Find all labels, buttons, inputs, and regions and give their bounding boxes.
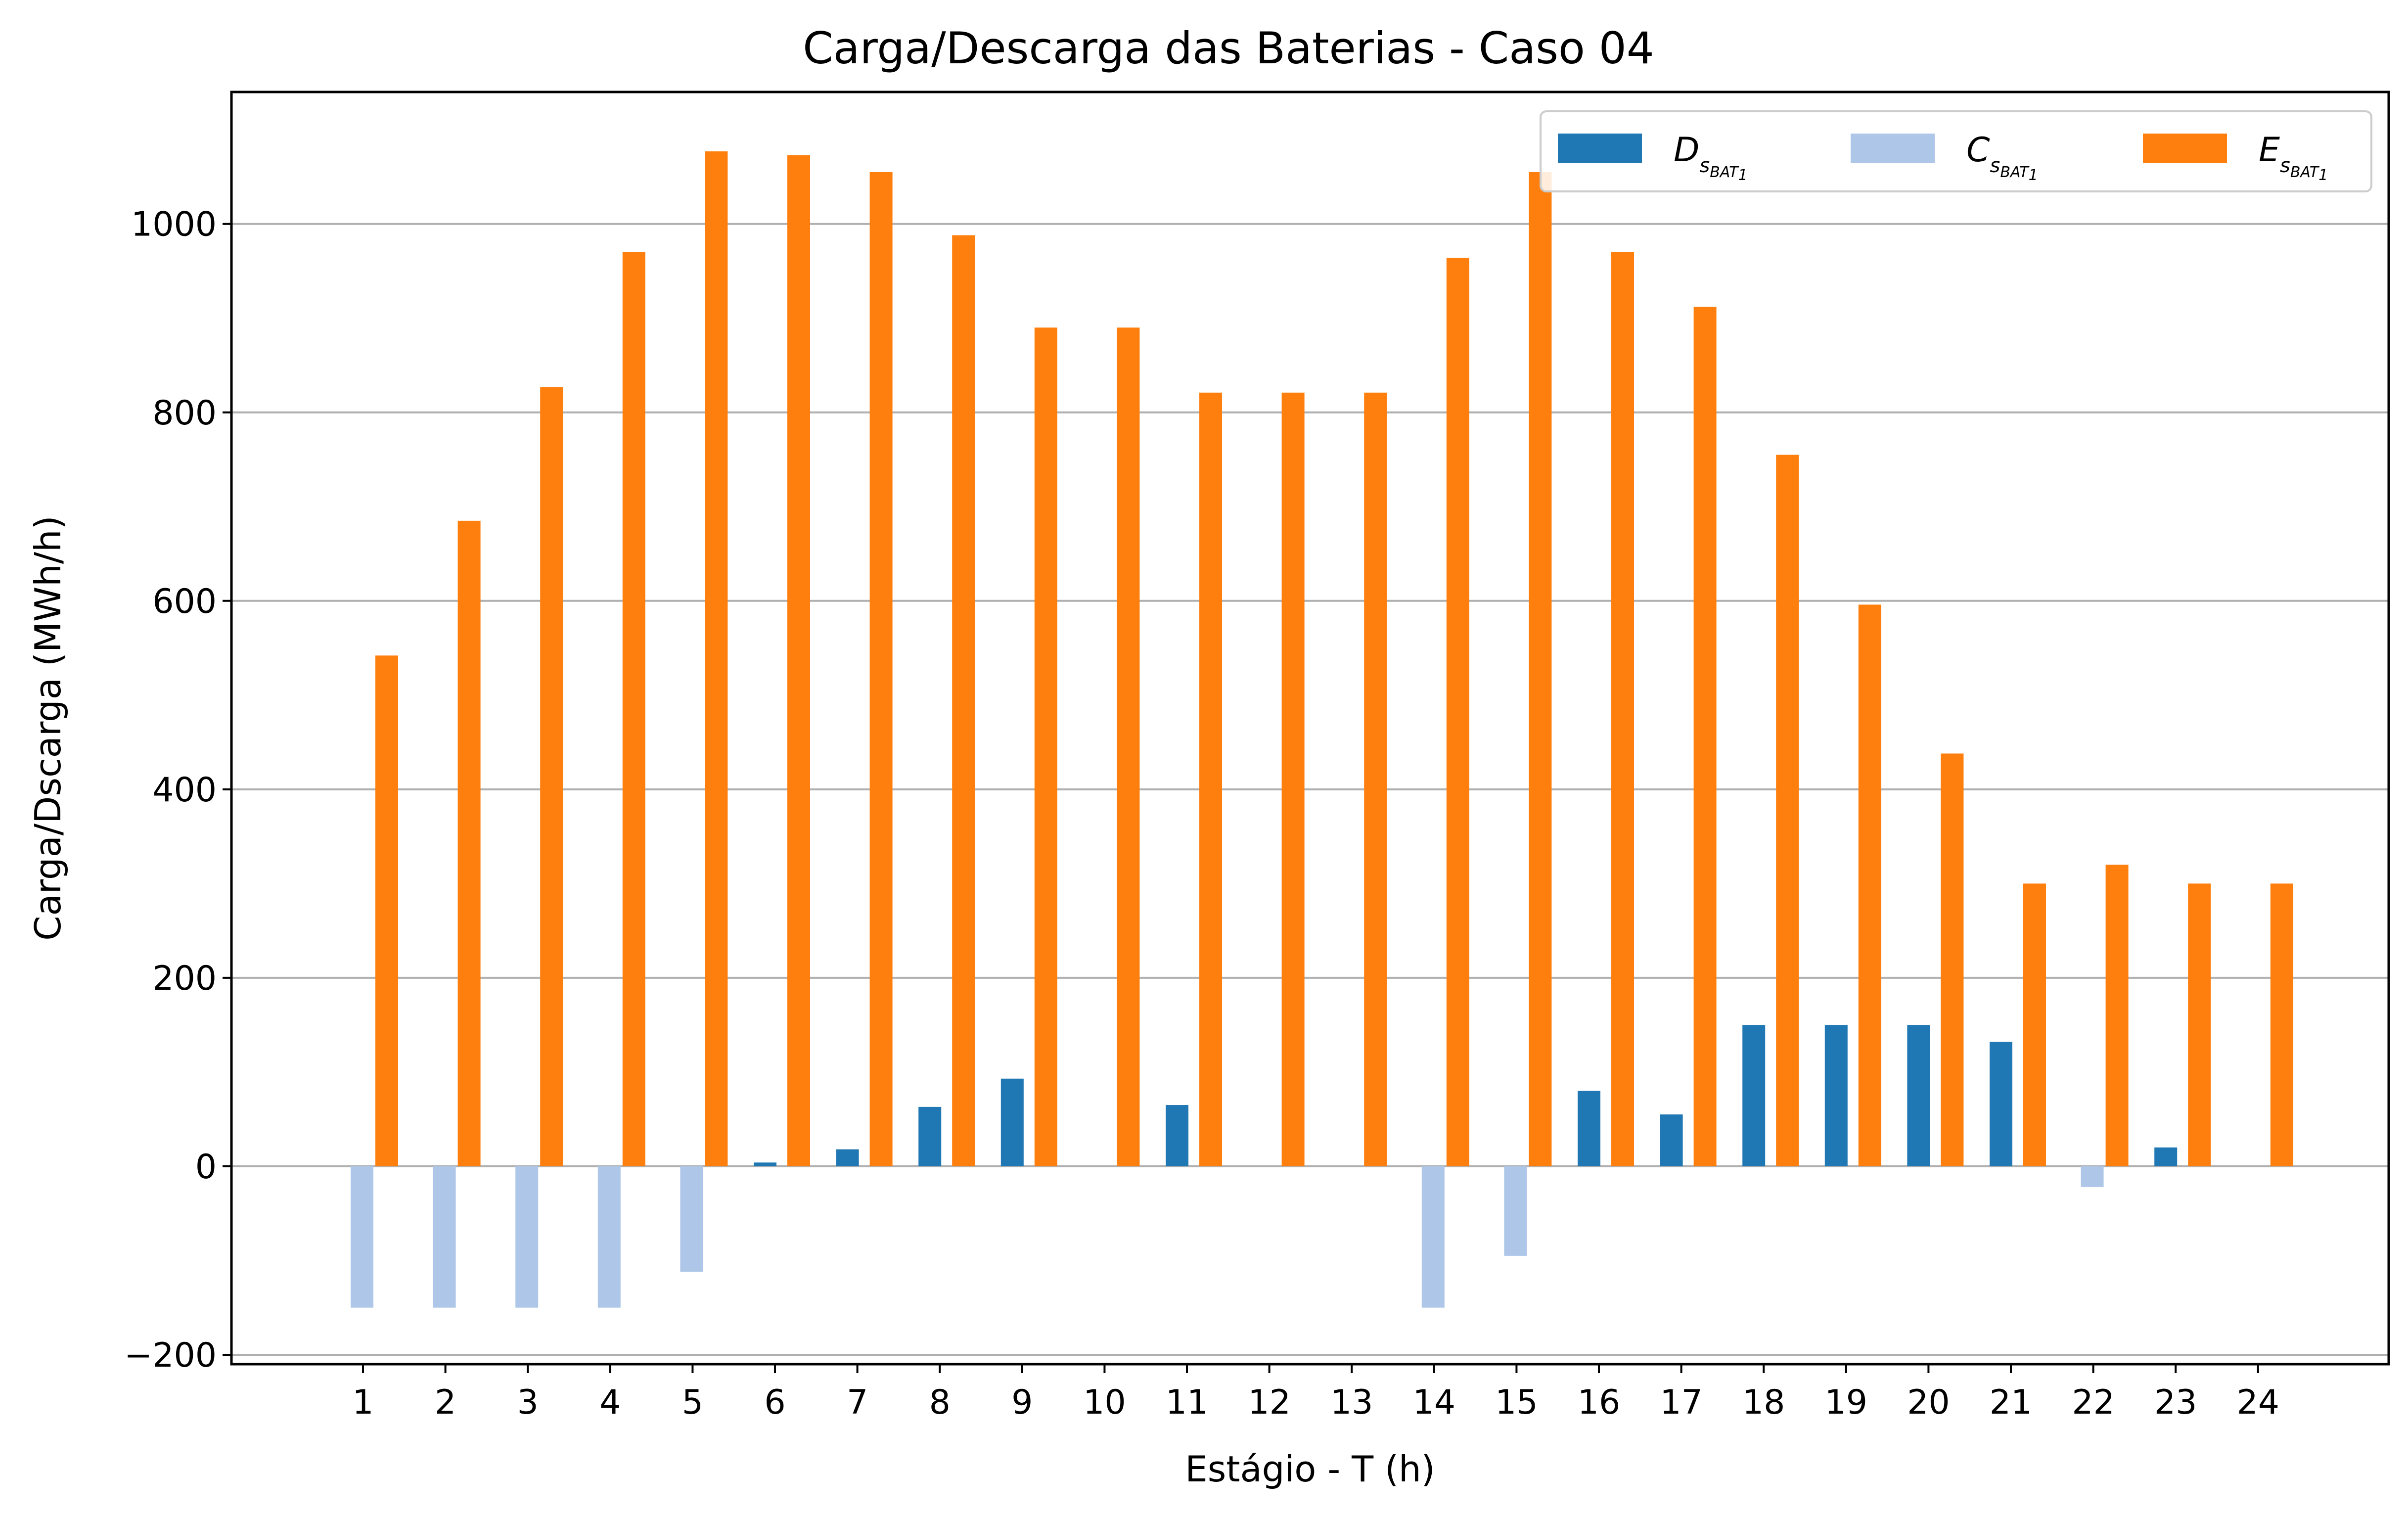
chart-title: Carga/Descarga das Baterias - Caso 04: [803, 23, 1654, 74]
bar-e-1: [375, 655, 398, 1166]
bar-e-14: [1446, 258, 1469, 1166]
x-tick-label: 3: [517, 1383, 539, 1422]
bar-c-4: [597, 1166, 621, 1308]
x-tick-label: 20: [1907, 1383, 1950, 1422]
legend-box: [1540, 110, 2372, 192]
bar-e-16: [1611, 252, 1634, 1166]
bar-c-22: [2081, 1166, 2104, 1187]
bar-e-3: [540, 387, 563, 1166]
x-tick-label: 17: [1660, 1383, 1703, 1422]
x-tick-label: 4: [599, 1383, 621, 1422]
gridlines: [231, 223, 2389, 1356]
x-tick-label: 13: [1330, 1383, 1373, 1422]
x-tick-label: 24: [2237, 1383, 2280, 1422]
bar-e-10: [1117, 327, 1140, 1166]
x-tick-label: 22: [2072, 1383, 2115, 1422]
x-tick-label: 1: [352, 1383, 373, 1422]
y-tick-label: 1000: [131, 205, 217, 244]
bar-e-24: [2270, 883, 2293, 1166]
x-tick-label: 12: [1248, 1383, 1291, 1422]
x-tick-label: 9: [1011, 1383, 1033, 1422]
y-axis-label: Carga/Dscarga (MWh/h): [27, 515, 69, 941]
bar-c-14: [1421, 1166, 1445, 1308]
x-tick-label: 23: [2154, 1383, 2197, 1422]
bar-d-9: [1000, 1078, 1024, 1166]
x-tick-label: 16: [1578, 1383, 1621, 1422]
bar-e-5: [705, 151, 728, 1166]
legend: DsBAT1 CsBAT1 EsBAT1: [1540, 110, 2372, 192]
x-tick-label: 11: [1166, 1383, 1209, 1422]
bar-d-6: [754, 1162, 776, 1166]
bar-d-11: [1166, 1105, 1188, 1166]
x-axis-label: Estágio - T (h): [1185, 1448, 1435, 1490]
bar-e-18: [1776, 455, 1799, 1166]
bar-e-13: [1364, 392, 1387, 1166]
x-tick-label: 14: [1413, 1383, 1456, 1422]
x-tick-label: 18: [1742, 1383, 1785, 1422]
bar-e-7: [869, 172, 893, 1166]
bar-c-3: [515, 1166, 539, 1308]
x-tick-label: 5: [682, 1383, 703, 1422]
bar-c-15: [1504, 1166, 1527, 1256]
bar-d-17: [1660, 1114, 1683, 1166]
bar-e-23: [2188, 883, 2211, 1166]
bar-e-2: [457, 520, 481, 1166]
bar-e-6: [787, 155, 810, 1166]
bar-e-22: [2105, 865, 2129, 1166]
legend-label: DsBAT1: [1674, 131, 1748, 184]
bar-e-17: [1693, 307, 1717, 1166]
bar-d-20: [1907, 1025, 1930, 1166]
bar-c-5: [680, 1166, 703, 1272]
bar-e-8: [952, 235, 975, 1166]
bar-c-1: [351, 1166, 373, 1308]
bar-e-9: [1034, 327, 1057, 1166]
bar-d-7: [836, 1149, 859, 1166]
x-tick-label: 19: [1825, 1383, 1868, 1422]
bar-c-2: [433, 1166, 456, 1308]
legend-label: CsBAT1: [1966, 131, 2038, 184]
y-tick-label: −200: [124, 1336, 217, 1375]
y-tick-label: 400: [152, 771, 217, 810]
x-tick-label: 8: [929, 1383, 951, 1422]
x-tick-label: 7: [847, 1383, 868, 1422]
x-tick-label: 21: [1990, 1383, 2033, 1422]
bar-e-15: [1529, 172, 1552, 1166]
legend-swatch: [2143, 134, 2227, 163]
legend-swatch: [1851, 134, 1935, 163]
x-tick-label: 6: [764, 1383, 785, 1422]
bar-e-11: [1199, 392, 1222, 1166]
x-axis: 1 2 3 4 5 6 7 8 9 10 11 12 13 14 15 16 17 18 19 20 21 22 23 24: [352, 1364, 2279, 1422]
y-axis: −200 0 200 400 600 800 1000: [124, 205, 231, 1375]
y-tick-label: 800: [152, 394, 217, 433]
bar-d-18: [1742, 1025, 1766, 1166]
x-tick-label: 10: [1083, 1383, 1126, 1422]
bar-e-12: [1281, 392, 1305, 1166]
bar-d-21: [1990, 1042, 2012, 1166]
y-tick-label: 0: [195, 1148, 217, 1187]
bars: [351, 151, 2293, 1308]
bar-e-20: [1941, 753, 1964, 1166]
bar-d-8: [918, 1106, 942, 1166]
y-tick-label: 200: [152, 959, 217, 998]
bar-e-4: [622, 252, 645, 1166]
bar-e-19: [1858, 604, 1881, 1166]
x-tick-label: 2: [435, 1383, 456, 1422]
bar-d-23: [2154, 1147, 2178, 1166]
y-tick-label: 600: [152, 582, 217, 621]
legend-label: EsBAT1: [2259, 131, 2328, 184]
bar-d-19: [1824, 1025, 1848, 1166]
bar-d-16: [1578, 1091, 1600, 1166]
bar-e-21: [2023, 883, 2046, 1166]
legend-swatch: [1558, 134, 1642, 163]
plot-frame: [230, 91, 2390, 1366]
x-tick-label: 15: [1495, 1383, 1538, 1422]
